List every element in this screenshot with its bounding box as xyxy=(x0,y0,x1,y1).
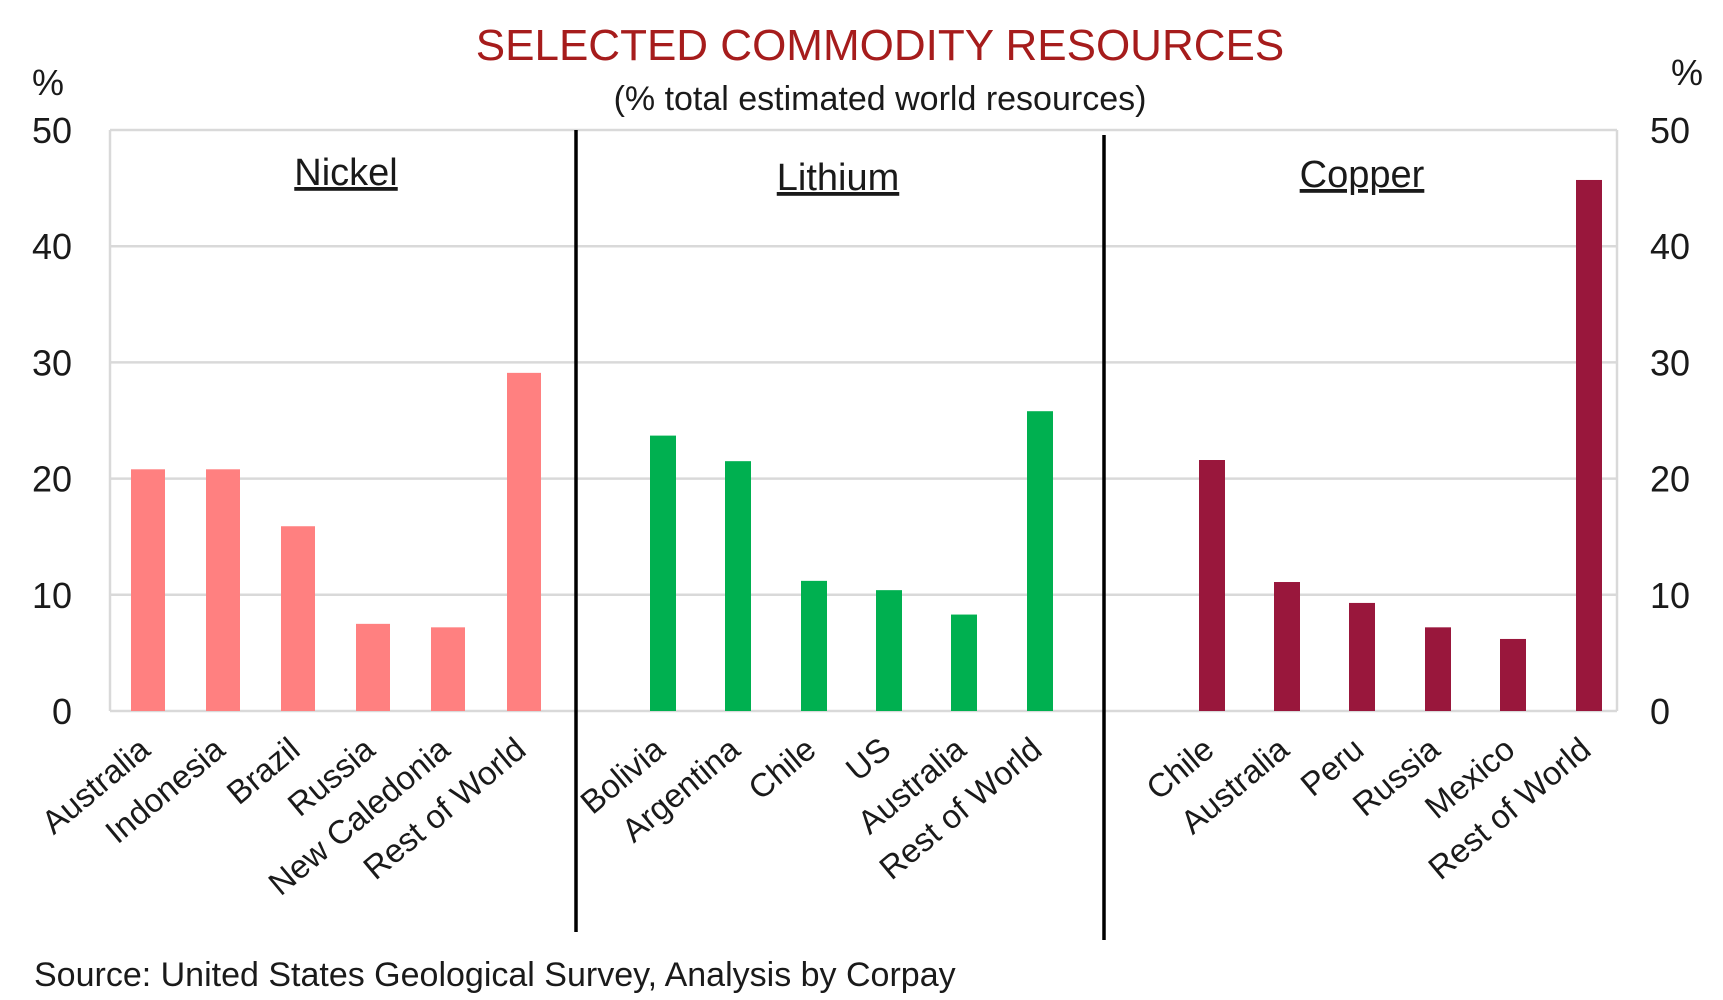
source-note: Source: United States Geological Survey,… xyxy=(34,956,956,994)
y-tick-label-right: 30 xyxy=(1650,342,1690,383)
y-axis-unit-right: % xyxy=(1671,52,1703,93)
bar-lithium-5 xyxy=(1027,411,1053,711)
panel-title-nickel: Nickel xyxy=(294,152,397,194)
panel-title-copper: Copper xyxy=(1300,154,1425,196)
y-tick-label-left: 10 xyxy=(32,575,72,616)
y-tick-label-left: 0 xyxy=(52,691,72,732)
y-tick-label-left: 20 xyxy=(32,459,72,500)
y-tick-label-right: 50 xyxy=(1650,110,1690,151)
bar-nickel-0 xyxy=(131,469,165,711)
y-axis-unit-left: % xyxy=(32,62,64,103)
y-tick-label-right: 10 xyxy=(1650,575,1690,616)
bar-copper-3 xyxy=(1425,627,1451,711)
bar-lithium-2 xyxy=(801,580,827,711)
y-tick-label-right: 0 xyxy=(1650,691,1670,732)
bar-copper-1 xyxy=(1274,582,1300,711)
panel-title-lithium: Lithium xyxy=(777,157,900,199)
bar-nickel-3 xyxy=(356,623,390,711)
y-tick-label-right: 20 xyxy=(1650,459,1690,500)
bar-lithium-1 xyxy=(725,461,751,711)
bar-copper-2 xyxy=(1349,602,1375,711)
bar-nickel-4 xyxy=(431,627,465,711)
bar-nickel-1 xyxy=(206,469,240,711)
bar-nickel-5 xyxy=(507,372,541,711)
bar-copper-0 xyxy=(1199,460,1225,711)
bar-nickel-2 xyxy=(281,526,315,711)
y-tick-label-left: 30 xyxy=(32,342,72,383)
category-label: Chile xyxy=(741,730,822,807)
chart-subtitle: (% total estimated world resources) xyxy=(614,80,1147,118)
bar-copper-4 xyxy=(1500,638,1526,711)
bar-copper-5 xyxy=(1576,179,1602,711)
bar-lithium-4 xyxy=(951,614,977,711)
y-tick-label-left: 50 xyxy=(32,110,72,151)
y-tick-label-right: 40 xyxy=(1650,226,1690,267)
bar-lithium-3 xyxy=(876,590,902,711)
chart-title: SELECTED COMMODITY RESOURCES xyxy=(476,21,1284,70)
y-tick-label-left: 40 xyxy=(32,226,72,267)
bar-lithium-0 xyxy=(650,435,676,711)
